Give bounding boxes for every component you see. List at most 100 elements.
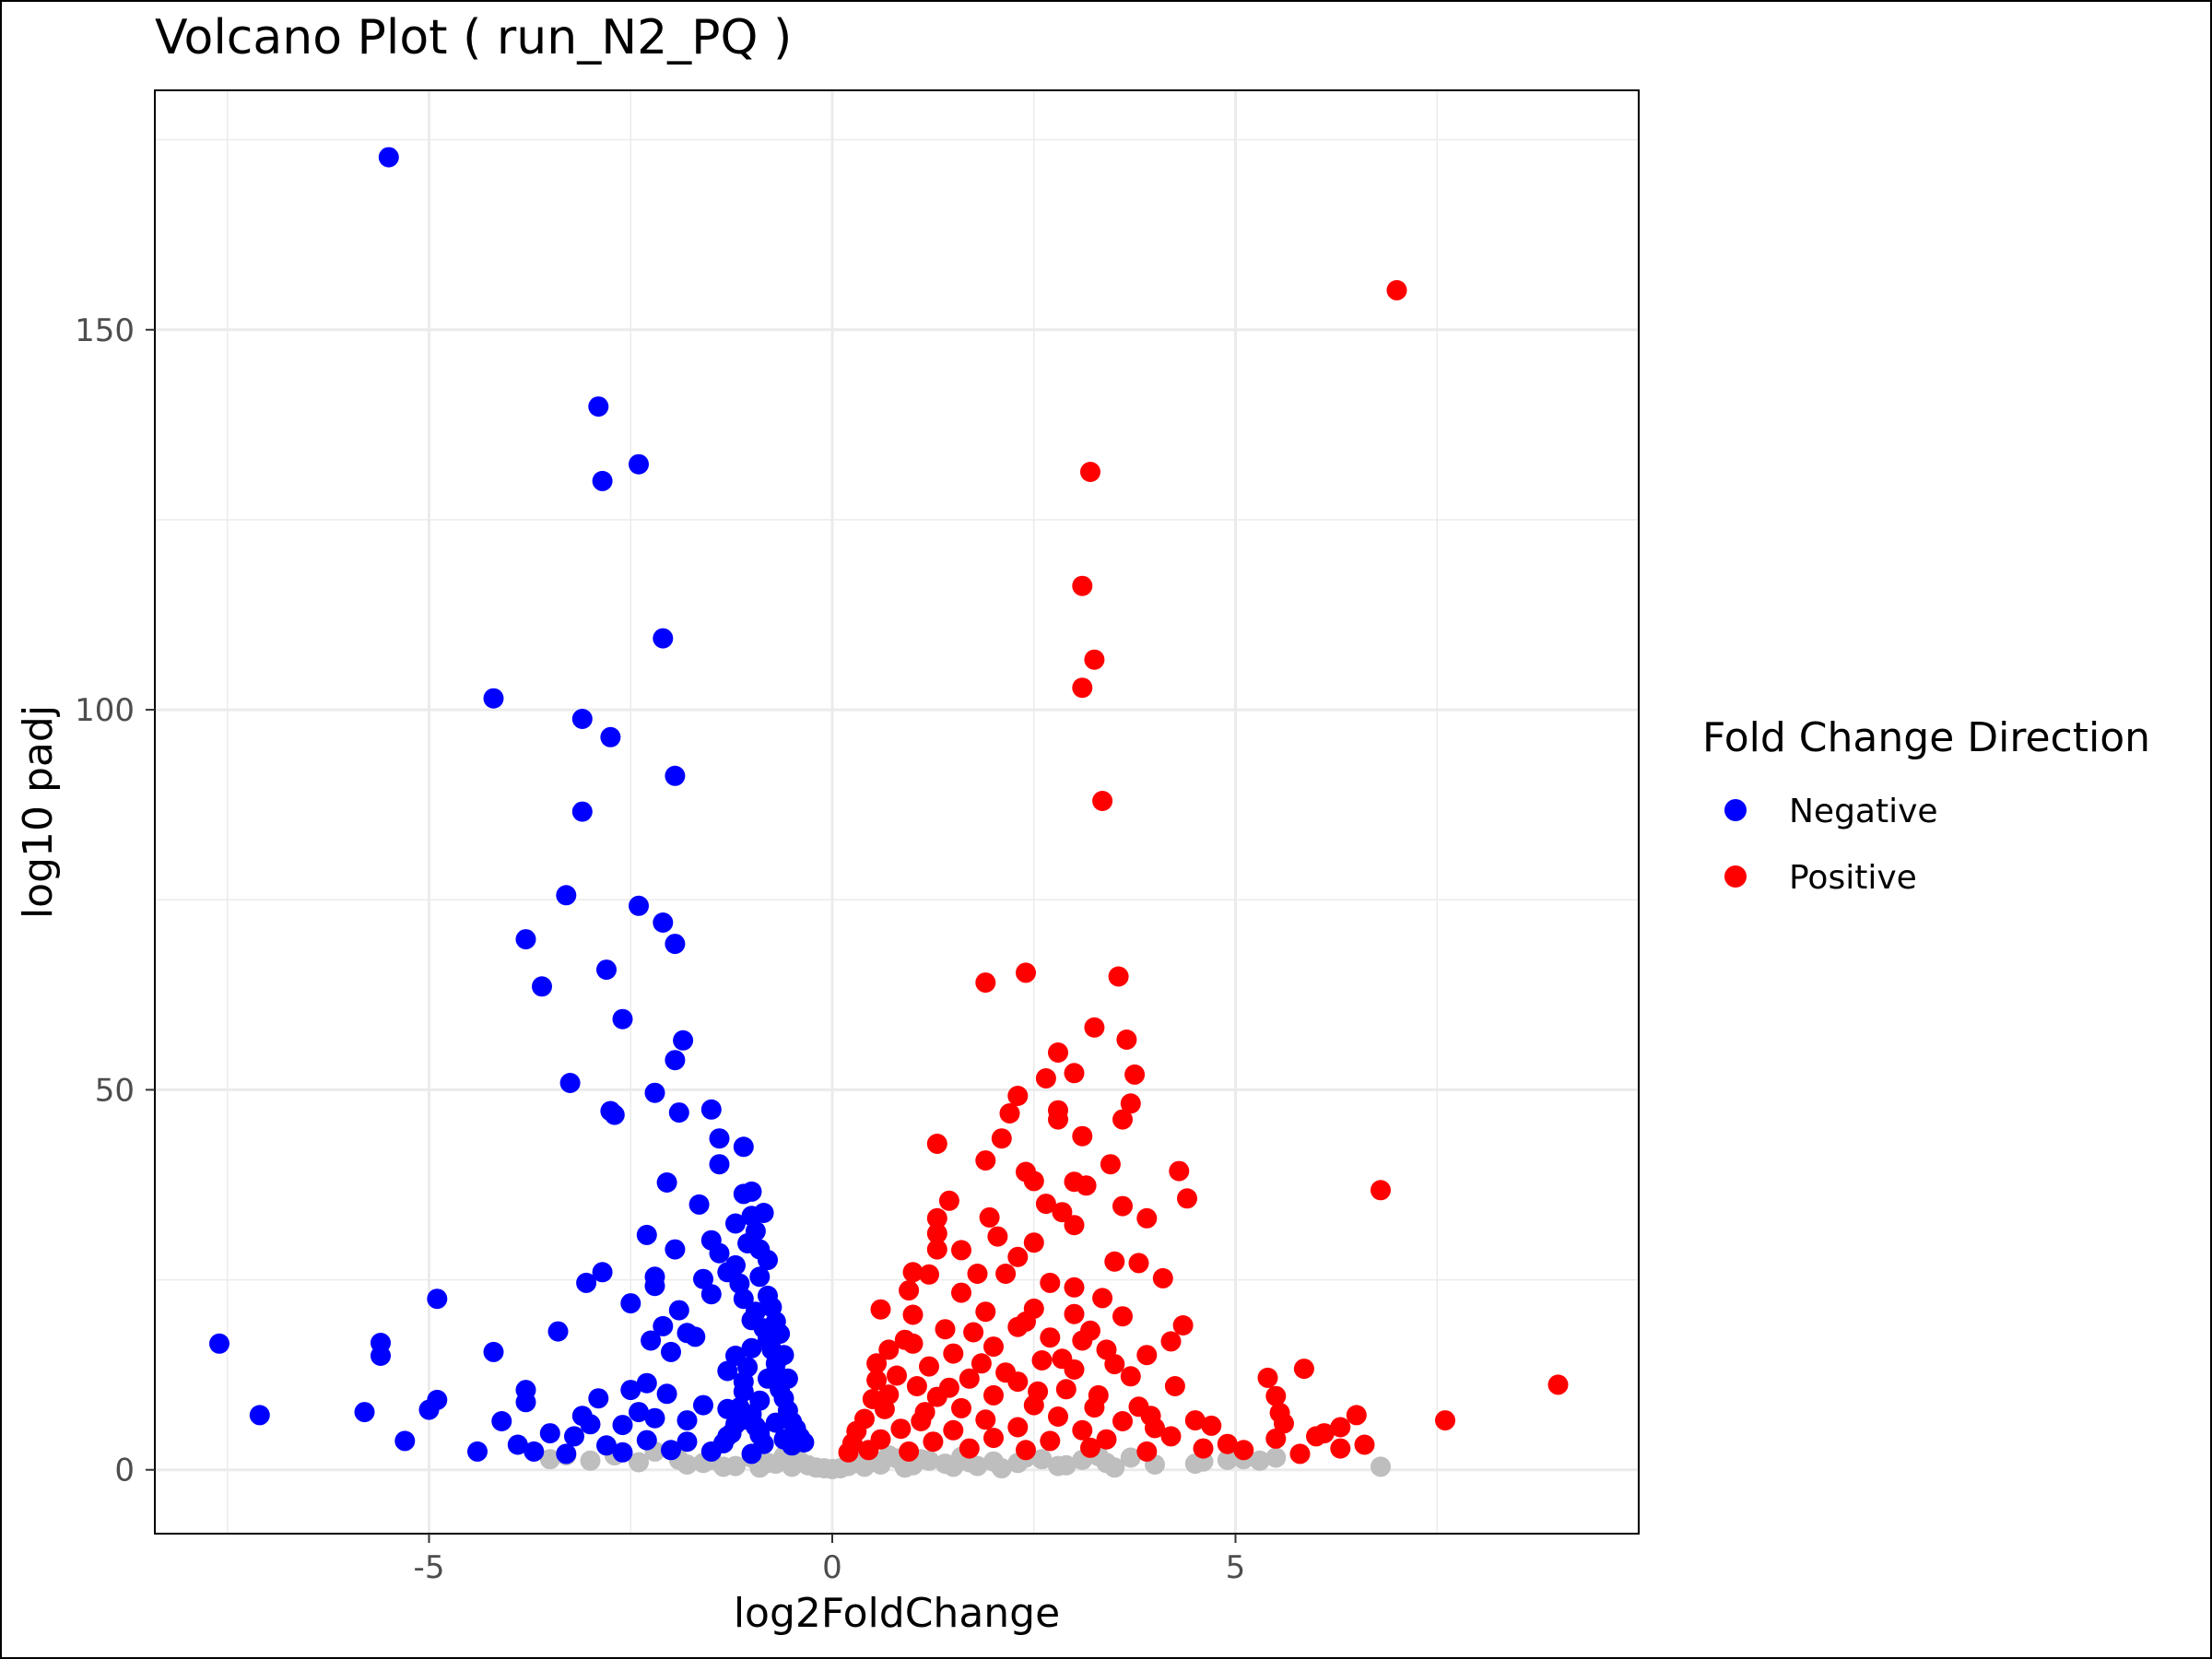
- point-not-significant: [629, 1452, 649, 1473]
- point-negative: [620, 1380, 641, 1401]
- point-negative: [709, 1242, 730, 1264]
- point-positive: [1076, 1175, 1097, 1196]
- point-negative: [753, 1433, 774, 1454]
- gridlines: [155, 90, 1641, 1534]
- point-positive: [983, 1428, 1004, 1449]
- point-positive: [935, 1319, 956, 1340]
- point-not-significant: [878, 1445, 900, 1466]
- point-positive: [1064, 1303, 1085, 1324]
- point-positive: [838, 1441, 859, 1463]
- point-negative: [556, 1443, 577, 1465]
- point-not-significant: [1031, 1449, 1053, 1470]
- point-positive: [1160, 1426, 1182, 1447]
- point-negative: [559, 1073, 581, 1093]
- point-positive: [1120, 1366, 1141, 1387]
- point-negative: [580, 1414, 601, 1435]
- point-positive: [1386, 279, 1407, 300]
- point-negative: [354, 1402, 375, 1423]
- point-negative: [693, 1394, 713, 1416]
- point-not-significant: [580, 1450, 601, 1471]
- point-positive: [1265, 1428, 1287, 1449]
- point-positive: [938, 1190, 959, 1211]
- legend: Fold Change Direction Negative Positive: [1702, 714, 2150, 897]
- point-negative: [653, 1315, 674, 1336]
- point-positive: [975, 1409, 996, 1430]
- point-positive: [975, 972, 996, 994]
- point-positive: [1108, 966, 1129, 987]
- point-positive: [1193, 1438, 1214, 1459]
- point-positive: [899, 1280, 920, 1301]
- point-positive: [951, 1282, 971, 1303]
- point-positive: [1152, 1267, 1173, 1288]
- point-positive: [975, 1301, 996, 1323]
- y-tick-label: 0: [114, 1453, 135, 1489]
- point-not-significant: [765, 1453, 786, 1475]
- point-negative: [661, 1440, 681, 1461]
- point-negative: [668, 1300, 689, 1321]
- point-negative: [709, 1154, 730, 1175]
- point-positive: [959, 1368, 980, 1389]
- point-positive: [1172, 1315, 1194, 1335]
- point-positive: [1048, 1109, 1068, 1130]
- point-positive: [983, 1384, 1004, 1406]
- point-negative: [688, 1194, 710, 1215]
- point-positive: [1023, 1171, 1044, 1192]
- point-positive: [1048, 1406, 1068, 1427]
- point-negative: [564, 1426, 584, 1447]
- point-positive: [1052, 1348, 1073, 1370]
- point-positive: [1289, 1443, 1311, 1465]
- point-positive: [1435, 1410, 1455, 1431]
- point-positive: [1064, 1063, 1085, 1084]
- point-negative: [483, 688, 504, 709]
- point-positive: [919, 1264, 939, 1285]
- point-negative: [576, 1272, 597, 1293]
- point-negative: [773, 1345, 794, 1366]
- point-positive: [906, 1376, 927, 1396]
- legend-label-positive: Positive: [1789, 859, 1917, 897]
- point-negative: [636, 1224, 657, 1245]
- point-positive: [1016, 1311, 1036, 1332]
- point-positive: [1080, 1437, 1100, 1458]
- point-positive: [1035, 1068, 1056, 1088]
- point-negative: [600, 726, 621, 747]
- point-negative: [665, 1050, 686, 1071]
- point-negative: [592, 470, 613, 491]
- point-positive: [1040, 1272, 1061, 1293]
- point-positive: [1306, 1426, 1326, 1447]
- point-positive: [1016, 1440, 1036, 1461]
- point-negative: [644, 1082, 665, 1103]
- point-negative: [636, 1372, 657, 1394]
- x-tick-label: -5: [414, 1549, 445, 1586]
- point-positive: [866, 1370, 888, 1391]
- point-negative: [378, 147, 399, 168]
- point-negative: [418, 1399, 440, 1420]
- point-negative: [733, 1381, 754, 1402]
- point-negative: [653, 628, 674, 649]
- point-negative: [770, 1324, 791, 1345]
- point-negative: [588, 396, 609, 418]
- point-positive: [926, 1207, 947, 1229]
- point-positive: [943, 1419, 964, 1441]
- point-positive: [1354, 1434, 1375, 1455]
- point-positive: [1112, 1195, 1133, 1217]
- point-positive: [899, 1441, 920, 1462]
- x-tick-label: 5: [1226, 1549, 1246, 1586]
- point-positive: [1257, 1367, 1278, 1388]
- point-positive: [1007, 1086, 1029, 1106]
- point-negative: [758, 1250, 778, 1271]
- point-positive: [938, 1377, 959, 1398]
- point-negative: [693, 1268, 713, 1289]
- point-negative: [665, 1239, 686, 1260]
- panel-fill: [155, 90, 1639, 1534]
- point-negative: [547, 1321, 569, 1342]
- point-negative: [629, 453, 649, 475]
- point-positive: [1048, 1042, 1068, 1063]
- point-positive: [926, 1223, 947, 1244]
- point-not-significant: [1371, 1456, 1391, 1477]
- point-positive: [1164, 1376, 1185, 1396]
- point-positive: [1293, 1359, 1314, 1380]
- point-negative: [677, 1410, 698, 1431]
- point-negative: [467, 1441, 488, 1462]
- point-positive: [1274, 1413, 1294, 1434]
- points-negative: [209, 147, 815, 1465]
